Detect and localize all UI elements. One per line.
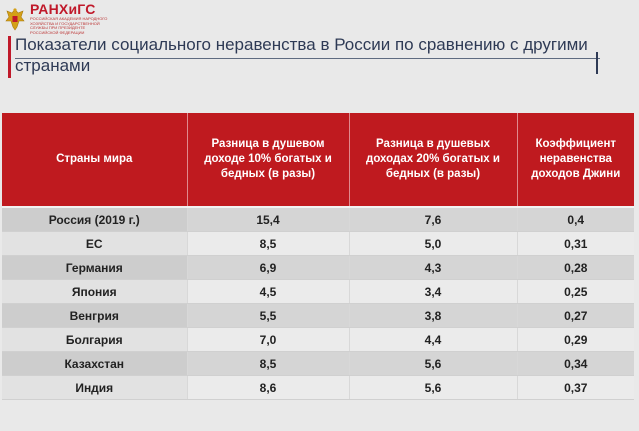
- table-header-row: Страны мира Разница в душевом доходе 10%…: [2, 113, 634, 208]
- cell-gap-20: 7,6: [349, 207, 518, 232]
- cell-gap-20: 4,3: [349, 255, 518, 280]
- cell-gap-10: 8,6: [187, 375, 350, 400]
- header-income-gap-10: Разница в душевом доходе 10% богатых и б…: [187, 113, 350, 208]
- cell-country: Индия: [2, 375, 188, 400]
- cell-gini: 0,34: [517, 351, 634, 376]
- cell-country: Казахстан: [2, 351, 188, 376]
- cell-gap-10: 4,5: [187, 279, 350, 304]
- slide-title-block: Показатели социального неравенства в Рос…: [8, 34, 632, 78]
- logo-subtitle: РОССИЙСКАЯ АКАДЕМИЯ НАРОДНОГО ХОЗЯЙСТВА …: [30, 16, 108, 35]
- header-country: Страны мира: [2, 113, 188, 208]
- cell-gap-20: 5,0: [349, 231, 518, 256]
- cell-gini: 0,4: [517, 207, 634, 232]
- ranepa-logo: РАНХиГС РОССИЙСКАЯ АКАДЕМИЯ НАРОДНОГО ХО…: [4, 2, 110, 35]
- slide-title: Показатели социального неравенства в Рос…: [15, 35, 588, 75]
- cell-gap-20: 5,6: [349, 351, 518, 376]
- cell-gini: 0,25: [517, 279, 634, 304]
- table-row: Болгария 7,0 4,4 0,29: [2, 327, 634, 352]
- title-accent-bar: [8, 36, 11, 78]
- cell-gini: 0,27: [517, 303, 634, 328]
- cell-gini: 0,29: [517, 327, 634, 352]
- cell-country: Германия: [2, 255, 188, 280]
- title-underline: [15, 58, 600, 59]
- cell-gap-20: 4,4: [349, 327, 518, 352]
- cell-gap-20: 3,8: [349, 303, 518, 328]
- table-row: Япония 4,5 3,4 0,25: [2, 279, 634, 304]
- table-row: Венгрия 5,5 3,8 0,27: [2, 303, 634, 328]
- header-income-gap-20: Разница в душевых доходах 20% богатых и …: [349, 113, 518, 208]
- cell-gap-10: 8,5: [187, 231, 350, 256]
- logo-name: РАНХиГС: [30, 1, 96, 17]
- cell-gap-20: 3,4: [349, 279, 518, 304]
- title-corner-mark: [576, 52, 598, 74]
- cell-country: Япония: [2, 279, 188, 304]
- cell-gap-10: 15,4: [187, 207, 350, 232]
- header-gini: Коэффициент неравенства доходов Джини: [517, 113, 634, 208]
- table-row: Россия (2019 г.) 15,4 7,6 0,4: [2, 207, 634, 232]
- inequality-table: Страны мира Разница в душевом доходе 10%…: [2, 113, 634, 400]
- table-row: Индия 8,6 5,6 0,37: [2, 375, 634, 400]
- cell-gap-10: 8,5: [187, 351, 350, 376]
- cell-gini: 0,28: [517, 255, 634, 280]
- cell-country: Россия (2019 г.): [2, 207, 188, 232]
- cell-gap-20: 5,6: [349, 375, 518, 400]
- cell-gap-10: 5,5: [187, 303, 350, 328]
- table-row: ЕС 8,5 5,0 0,31: [2, 231, 634, 256]
- cell-gap-10: 6,9: [187, 255, 350, 280]
- table-row: Казахстан 8,5 5,6 0,34: [2, 351, 634, 376]
- cell-country: Венгрия: [2, 303, 188, 328]
- table-row: Германия 6,9 4,3 0,28: [2, 255, 634, 280]
- cell-country: ЕС: [2, 231, 188, 256]
- cell-gini: 0,37: [517, 375, 634, 400]
- eagle-emblem-icon: [4, 7, 26, 31]
- cell-gap-10: 7,0: [187, 327, 350, 352]
- cell-country: Болгария: [2, 327, 188, 352]
- cell-gini: 0,31: [517, 231, 634, 256]
